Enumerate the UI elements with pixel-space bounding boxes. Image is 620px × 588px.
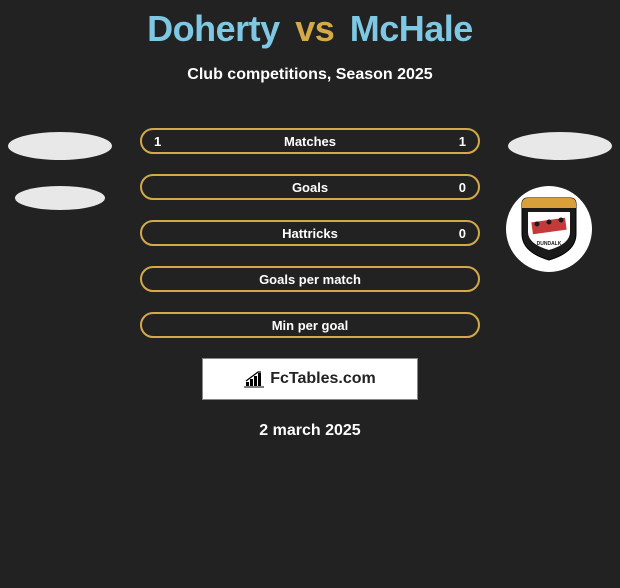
brand-badge: FcTables.com (202, 358, 418, 400)
stats-list: 1 Matches 1 Goals 0 Hattricks 0 Goals pe… (0, 128, 620, 338)
stat-row-goals-per-match: Goals per match (140, 266, 480, 292)
stat-row-goals: Goals 0 (140, 174, 480, 200)
bar-chart-icon (244, 370, 266, 388)
stat-right-value: 0 (459, 180, 466, 195)
stat-label: Goals per match (259, 272, 361, 287)
vs-text: vs (295, 8, 334, 49)
stat-label: Goals (292, 180, 328, 195)
player-right-name: McHale (350, 8, 473, 49)
stat-row-min-per-goal: Min per goal (140, 312, 480, 338)
stat-label: Min per goal (272, 318, 349, 333)
stat-row-hattricks: Hattricks 0 (140, 220, 480, 246)
stat-row-matches: 1 Matches 1 (140, 128, 480, 154)
stat-label: Hattricks (282, 226, 338, 241)
stat-right-value: 0 (459, 226, 466, 241)
comparison-title: Doherty vs McHale (0, 8, 620, 50)
stat-left-value: 1 (154, 134, 161, 149)
stat-right-value: 1 (459, 134, 466, 149)
footer-date: 2 march 2025 (0, 422, 620, 440)
brand-text: FcTables.com (270, 370, 376, 388)
stat-label: Matches (284, 134, 336, 149)
subtitle: Club competitions, Season 2025 (0, 66, 620, 84)
player-left-name: Doherty (147, 8, 280, 49)
